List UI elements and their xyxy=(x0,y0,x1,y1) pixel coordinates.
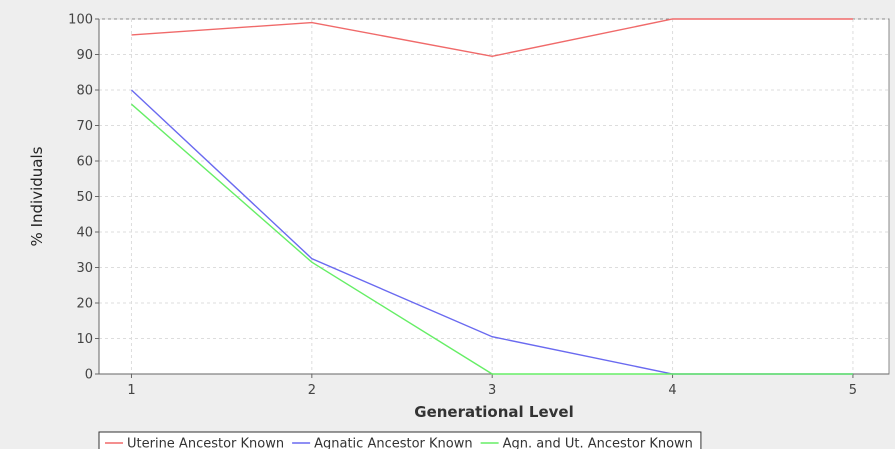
y-tick-label: 40 xyxy=(76,226,93,241)
x-tick-label: 2 xyxy=(308,383,316,398)
y-tick-label: 70 xyxy=(76,119,93,134)
y-tick-label: 20 xyxy=(76,297,93,312)
y-tick-label: 10 xyxy=(76,332,93,347)
series-line-1 xyxy=(131,18,853,57)
series-line-3 xyxy=(131,103,853,375)
x-tick-label: 5 xyxy=(849,383,857,398)
series xyxy=(130,18,853,375)
x-tick-label: 3 xyxy=(488,383,496,398)
y-tick-label: 80 xyxy=(76,84,93,99)
legend-box xyxy=(98,431,702,449)
x-axis-title: Generational Level xyxy=(414,403,573,421)
legend-label: Agn. and Ut. Ancestor Known xyxy=(503,437,693,449)
y-tick-label: 60 xyxy=(76,155,93,170)
y-tick-label: 30 xyxy=(76,261,93,276)
y-tick-label: 50 xyxy=(76,190,93,205)
x-tick-label: 1 xyxy=(127,383,135,398)
legend-label: Agnatic Ancestor Known xyxy=(314,437,473,449)
y-tick-label: 90 xyxy=(76,48,93,63)
y-tick-label: 0 xyxy=(85,368,93,383)
legend: Uterine Ancestor Known Agnatic Ancestor K… xyxy=(98,431,702,449)
legend-label: Uterine Ancestor Known xyxy=(127,437,284,449)
x-tick-label: 4 xyxy=(668,383,676,398)
plot-area xyxy=(98,18,890,375)
grid xyxy=(99,18,889,374)
ticks: 0 10 20 30 40 50 60 70 80 90 100 1 2 3 4 5 xyxy=(68,13,857,399)
y-axis-title: % Individuals xyxy=(28,146,46,246)
y-tick-label: 100 xyxy=(68,13,93,28)
